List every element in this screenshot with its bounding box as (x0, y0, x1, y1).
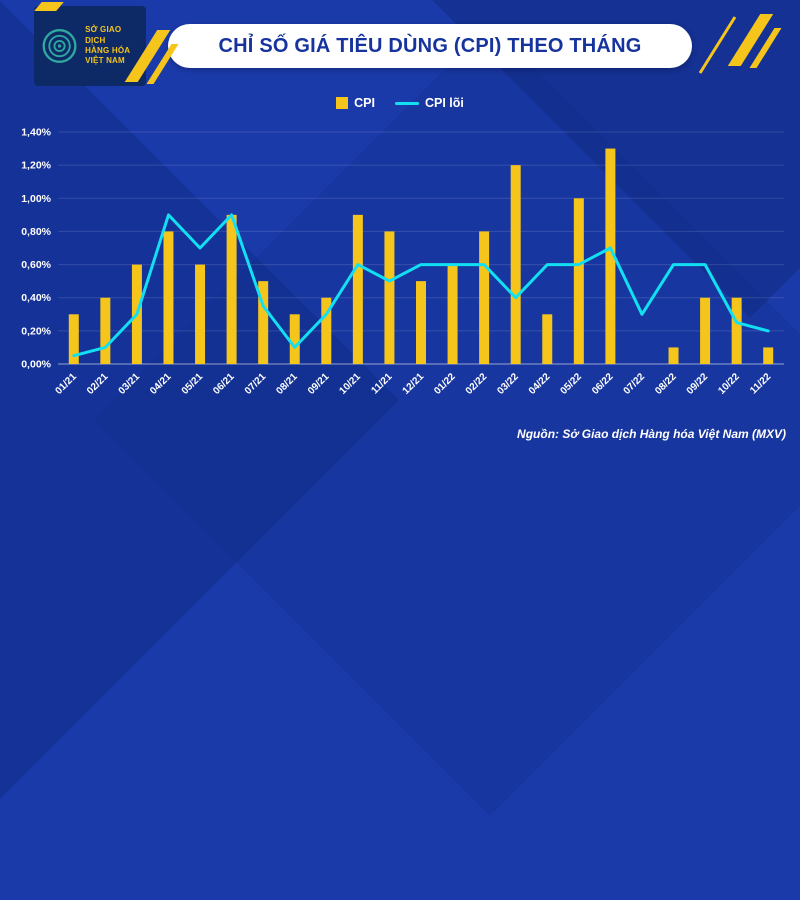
x-tick-label: 03/21 (117, 371, 143, 397)
x-tick-label: 08/22 (653, 371, 679, 397)
cpi-bar (510, 165, 521, 364)
x-tick-label: 11/21 (369, 371, 394, 396)
x-tick-label: 06/22 (590, 371, 616, 397)
cpi-bar (384, 231, 395, 364)
chart-area: 0,00% 0,20% 0,40% 0,60% 0,80% 1,00% 1,20% 1,40%… (8, 116, 792, 422)
logo-text: SỞ GIAO DỊCH HÀNG HÓA VIỆT NAM (85, 25, 140, 67)
y-tick-label: 1,40% (21, 127, 51, 139)
x-tick-label: 01/21 (53, 371, 79, 397)
x-tick-label: 09/22 (685, 371, 711, 397)
cpi-line (72, 213, 770, 358)
cpi-bar (447, 264, 458, 364)
cpi-bar (763, 347, 774, 364)
cpi-bar (352, 214, 363, 364)
x-tick-label: 04/22 (527, 371, 553, 397)
x-tick-label: 04/21 (148, 371, 174, 397)
cpi-bar (100, 297, 111, 364)
x-tick-label: 11/22 (748, 371, 773, 396)
cpi-bar (416, 281, 426, 364)
cpi-bar (542, 314, 553, 364)
source-note: Nguồn: Sở Giao dịch Hàng hóa Việt Nam (M… (517, 427, 786, 441)
cpi-bar (731, 297, 742, 364)
logo-line-2: HÀNG HÓA (85, 46, 131, 55)
x-tick-label: 07/22 (622, 371, 648, 397)
x-tick-label: 07/21 (243, 371, 269, 397)
x-tick-label: 02/21 (85, 371, 111, 397)
cpi-bar (605, 148, 616, 364)
x-tick-label: 08/21 (274, 371, 300, 397)
cpi-bar (258, 281, 269, 364)
legend-swatch-cpi (336, 97, 349, 109)
cpi-bar (195, 264, 206, 364)
cpi-bar (163, 231, 174, 364)
cpi-bar (289, 314, 300, 364)
x-tick-label: 12/21 (401, 371, 427, 397)
logo-line-3: VIỆT NAM (85, 56, 125, 66)
legend-label-cpi: CPI (354, 96, 375, 110)
legend-label-cpi-loi: CPI lõi (424, 96, 464, 110)
x-tick-label: 05/21 (180, 371, 206, 397)
y-tick-label: 1,20% (21, 160, 51, 172)
page-title: CHỈ SỐ GIÁ TIÊU DÙNG (CPI) THEO THÁNG (218, 34, 642, 57)
x-tick-label: 06/21 (211, 371, 237, 397)
chart-legend: CPI CPI lõi (0, 96, 800, 110)
x-tick-label: 10/22 (716, 371, 742, 397)
x-tick-label: 03/22 (495, 371, 521, 397)
logo-line-1: SỞ GIAO DỊCH (85, 25, 122, 45)
legend-item-cpi: CPI (336, 96, 375, 110)
chart-title-banner: CHỈ SỐ GIÁ TIÊU DÙNG (CPI) THEO THÁNG (168, 24, 692, 68)
y-tick-label: 0,80% (21, 226, 51, 238)
x-tick-label: 02/22 (464, 371, 490, 397)
y-tick-label: 0,20% (21, 325, 51, 337)
x-tick-label: 01/22 (432, 371, 458, 397)
y-tick-label: 1,00% (21, 193, 51, 205)
cpi-bar (226, 214, 237, 364)
cpi-bar (573, 198, 584, 364)
mxv-logo: SỞ GIAO DỊCH HÀNG HÓA VIỆT NAM (34, 6, 146, 86)
legend-swatch-cpi-loi (394, 101, 419, 105)
x-tick-label: 10/21 (338, 371, 364, 397)
cpi-bar (68, 314, 79, 364)
y-tick-label: 0,00% (21, 359, 51, 371)
cpi-chart: 0,00% 0,20% 0,40% 0,60% 0,80% 1,00% 1,20% 1,40%… (21, 127, 784, 397)
logo-rings-icon (42, 29, 77, 63)
x-tick-label: 09/21 (306, 371, 332, 397)
cpi-bar (700, 297, 711, 364)
y-tick-label: 0,40% (21, 292, 51, 304)
cpi-bar (321, 297, 332, 364)
cpi-bar (479, 231, 490, 364)
legend-item-cpi-loi: CPI lõi (394, 96, 464, 110)
cpi-bar (668, 347, 679, 364)
x-tick-label: 05/22 (558, 371, 584, 397)
y-tick-label: 0,60% (21, 259, 51, 271)
